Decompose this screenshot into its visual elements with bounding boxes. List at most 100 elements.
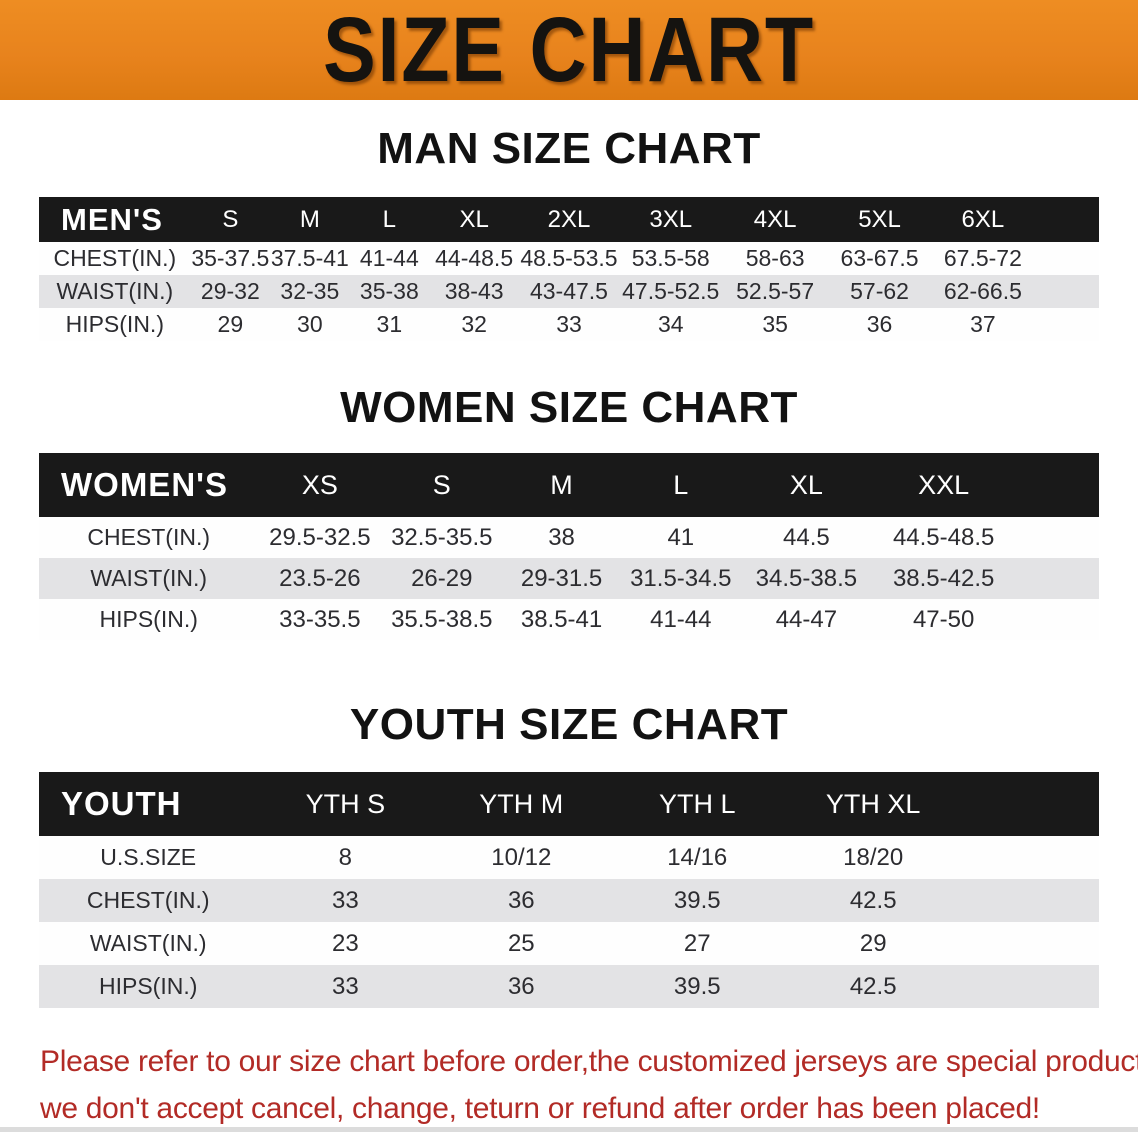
women-chest-row: CHEST(IN.) 29.5-32.5 32.5-35.5 38 41 44.… xyxy=(39,517,1099,558)
row-label: CHEST(IN.) xyxy=(39,242,191,275)
value-cell: 53.5-58 xyxy=(618,242,723,275)
value-cell: 39.5 xyxy=(609,879,786,922)
women-header-filler xyxy=(1015,453,1099,517)
value-cell: 62-66.5 xyxy=(931,275,1035,308)
value-cell: 52.5-57 xyxy=(722,275,828,308)
value-cell: 10/12 xyxy=(433,836,610,879)
row-label: WAIST(IN.) xyxy=(39,275,191,308)
women-size-header: M xyxy=(502,453,621,517)
value-cell: 31 xyxy=(349,308,430,341)
filler-cell xyxy=(1015,599,1099,640)
youth-chest-row: CHEST(IN.) 33 36 39.5 42.5 xyxy=(39,879,1099,922)
bottom-edge-strip xyxy=(0,1127,1138,1132)
filler-cell xyxy=(1015,517,1099,558)
value-cell: 38.5-42.5 xyxy=(872,558,1016,599)
men-size-header: 2XL xyxy=(519,197,619,242)
value-cell: 44.5 xyxy=(740,517,873,558)
women-size-header: XL xyxy=(740,453,873,517)
men-waist-row: WAIST(IN.) 29-32 32-35 35-38 38-43 43-47… xyxy=(39,275,1099,308)
youth-size-table: YOUTH YTH S YTH M YTH L YTH XL U.S.SIZE … xyxy=(39,772,1099,1008)
row-label: CHEST(IN.) xyxy=(39,879,258,922)
men-corner-label: MEN'S xyxy=(39,197,191,242)
men-chest-row: CHEST(IN.) 35-37.5 37.5-41 41-44 44-48.5… xyxy=(39,242,1099,275)
value-cell: 25 xyxy=(433,922,610,965)
disclaimer-line-2: we don't accept cancel, change, teturn o… xyxy=(40,1092,1040,1125)
value-cell: 35 xyxy=(722,308,828,341)
value-cell: 67.5-72 xyxy=(931,242,1035,275)
value-cell: 38 xyxy=(502,517,621,558)
value-cell: 47.5-52.5 xyxy=(618,275,723,308)
men-size-header: 6XL xyxy=(931,197,1035,242)
value-cell: 41-44 xyxy=(349,242,430,275)
value-cell: 29 xyxy=(785,922,962,965)
value-cell: 14/16 xyxy=(609,836,786,879)
women-section-heading: WOMEN SIZE CHART xyxy=(340,383,798,432)
value-cell: 33-35.5 xyxy=(258,599,382,640)
men-size-header: 5XL xyxy=(827,197,932,242)
youth-section-heading: YOUTH SIZE CHART xyxy=(349,700,789,749)
row-label: HIPS(IN.) xyxy=(39,308,191,341)
value-cell: 18/20 xyxy=(785,836,962,879)
size-chart-banner: SIZE CHART xyxy=(0,0,1138,100)
value-cell: 36 xyxy=(433,965,610,1008)
youth-size-header: YTH M xyxy=(433,772,610,836)
men-size-header: L xyxy=(349,197,430,242)
value-cell: 23.5-26 xyxy=(258,558,382,599)
value-cell: 36 xyxy=(433,879,610,922)
value-cell: 41-44 xyxy=(620,599,741,640)
women-header-row: WOMEN'S XS S M L XL XXL xyxy=(39,453,1099,517)
value-cell: 30 xyxy=(270,308,350,341)
value-cell: 44-48.5 xyxy=(429,242,520,275)
value-cell: 23 xyxy=(257,922,434,965)
value-cell: 8 xyxy=(257,836,434,879)
value-cell: 26-29 xyxy=(381,558,503,599)
women-size-header: XXL xyxy=(872,453,1016,517)
value-cell: 32 xyxy=(429,308,520,341)
value-cell: 29-31.5 xyxy=(502,558,621,599)
disclaimer-line-1: Please refer to our size chart before or… xyxy=(40,1045,1138,1078)
youth-hips-row: HIPS(IN.) 33 36 39.5 42.5 xyxy=(39,965,1099,1008)
filler-cell xyxy=(961,879,1099,922)
value-cell: 36 xyxy=(827,308,932,341)
value-cell: 42.5 xyxy=(785,965,962,1008)
value-cell: 29 xyxy=(190,308,271,341)
women-size-header: S xyxy=(381,453,503,517)
value-cell: 33 xyxy=(519,308,619,341)
row-label: WAIST(IN.) xyxy=(39,922,258,965)
row-label: U.S.SIZE xyxy=(39,836,258,879)
value-cell: 34 xyxy=(618,308,723,341)
value-cell: 32.5-35.5 xyxy=(381,517,503,558)
women-corner-label: WOMEN'S xyxy=(39,453,259,517)
value-cell: 38-43 xyxy=(429,275,520,308)
youth-size-header: YTH S xyxy=(257,772,434,836)
men-header-filler xyxy=(1034,197,1099,242)
men-hips-row: HIPS(IN.) 29 30 31 32 33 34 35 36 37 xyxy=(39,308,1099,341)
value-cell: 34.5-38.5 xyxy=(740,558,873,599)
value-cell: 29-32 xyxy=(190,275,271,308)
row-label: HIPS(IN.) xyxy=(39,599,259,640)
row-label: WAIST(IN.) xyxy=(39,558,259,599)
women-size-header: L xyxy=(620,453,741,517)
value-cell: 42.5 xyxy=(785,879,962,922)
women-waist-row: WAIST(IN.) 23.5-26 26-29 29-31.5 31.5-34… xyxy=(39,558,1099,599)
value-cell: 44-47 xyxy=(740,599,873,640)
value-cell: 31.5-34.5 xyxy=(620,558,741,599)
women-hips-row: HIPS(IN.) 33-35.5 35.5-38.5 38.5-41 41-4… xyxy=(39,599,1099,640)
men-section-heading: MAN SIZE CHART xyxy=(377,124,761,173)
value-cell: 37.5-41 xyxy=(270,242,350,275)
youth-header-filler xyxy=(961,772,1099,836)
youth-waist-row: WAIST(IN.) 23 25 27 29 xyxy=(39,922,1099,965)
filler-cell xyxy=(961,922,1099,965)
filler-cell xyxy=(1015,558,1099,599)
value-cell: 43-47.5 xyxy=(519,275,619,308)
row-label: HIPS(IN.) xyxy=(39,965,258,1008)
men-header-row: MEN'S S M L XL 2XL 3XL 4XL 5XL 6XL xyxy=(39,197,1099,242)
value-cell: 33 xyxy=(257,965,434,1008)
men-size-header: M xyxy=(270,197,350,242)
value-cell: 33 xyxy=(257,879,434,922)
youth-header-row: YOUTH YTH S YTH M YTH L YTH XL xyxy=(39,772,1099,836)
youth-size-header: YTH XL xyxy=(785,772,962,836)
men-size-table: MEN'S S M L XL 2XL 3XL 4XL 5XL 6XL CHEST… xyxy=(39,197,1099,341)
value-cell: 58-63 xyxy=(722,242,828,275)
value-cell: 47-50 xyxy=(872,599,1016,640)
